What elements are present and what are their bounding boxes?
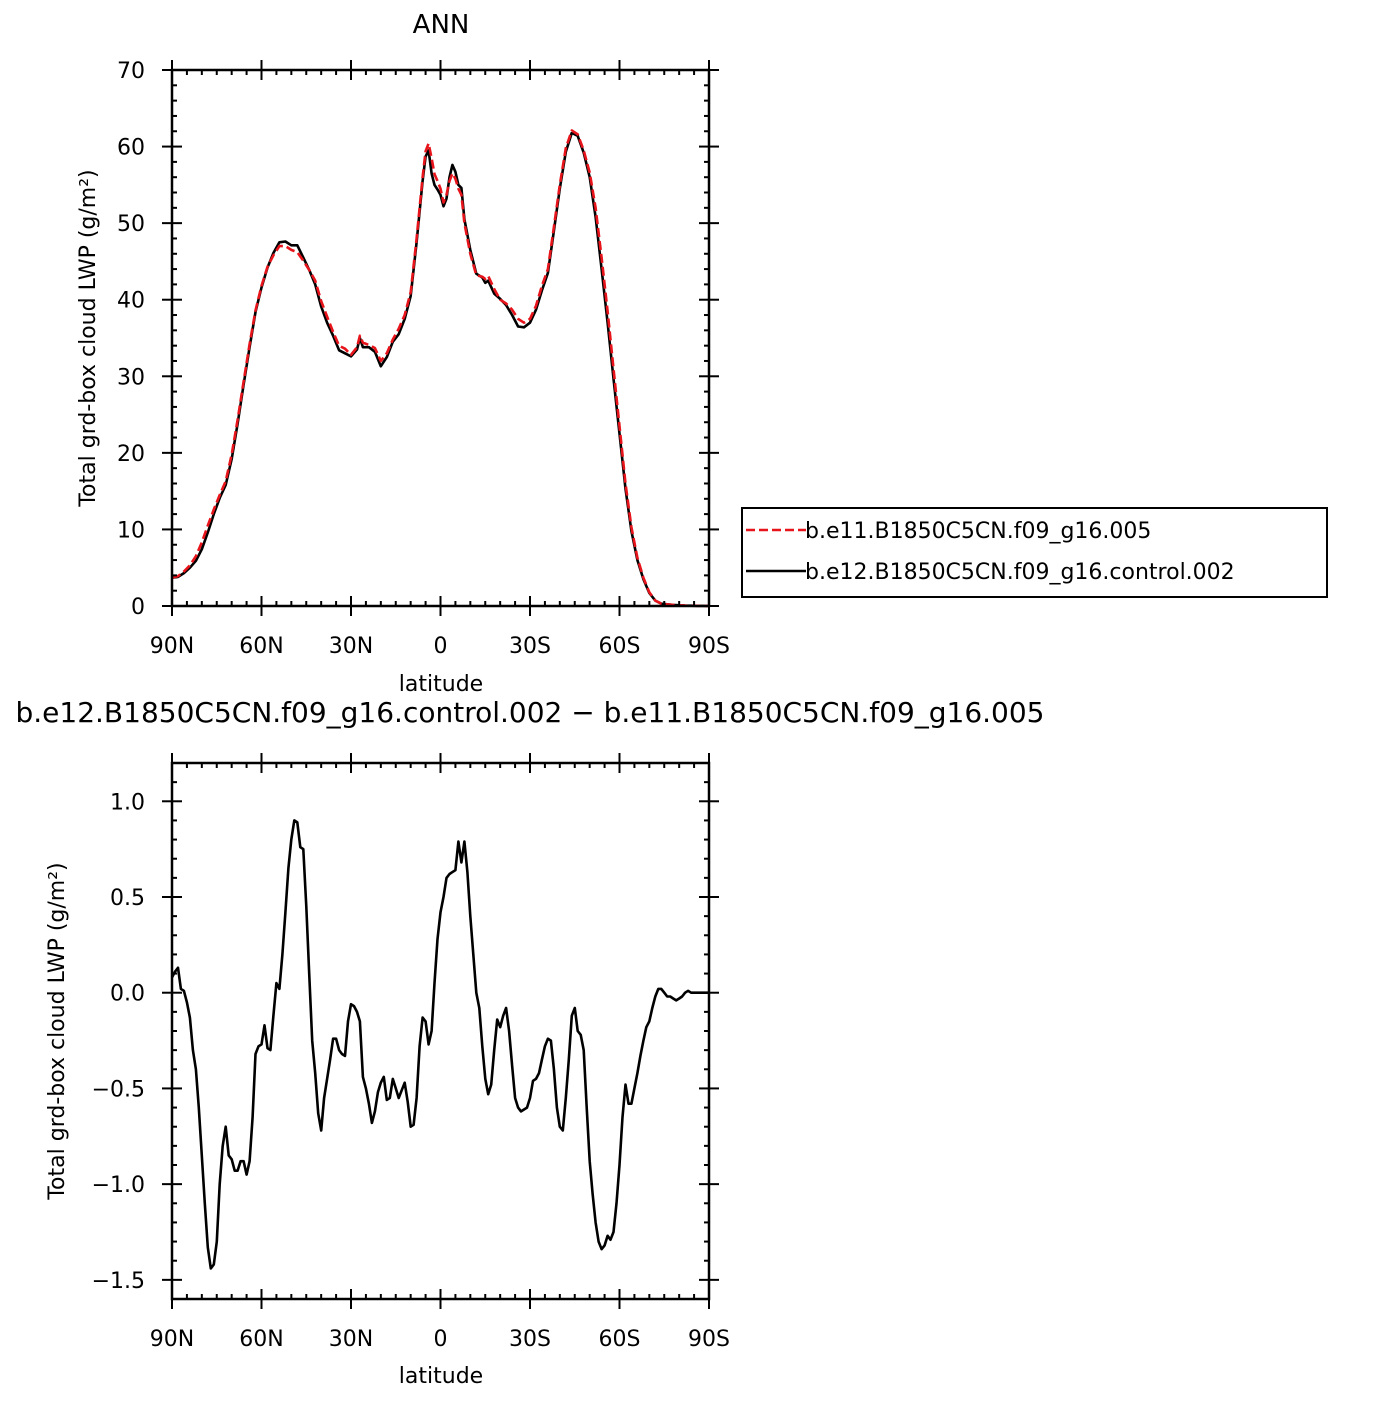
y-tick-label: 0.0	[110, 982, 145, 1007]
legend-label-series-2: b.e12.B1850C5CN.f09_g16.control.002	[805, 560, 1235, 585]
x-tick-label: 0	[434, 634, 448, 659]
x-tick-label: 60N	[239, 1327, 283, 1352]
y-tick-label: −1.0	[92, 1173, 145, 1198]
bottom-x-axis-label: latitude	[399, 1364, 483, 1389]
y-tick-label: 70	[117, 59, 145, 84]
series-line-1	[170, 819, 709, 1270]
legend-label-series-1: b.e11.B1850C5CN.f09_g16.005	[805, 519, 1151, 544]
top-x-axis-label: latitude	[399, 672, 483, 697]
top-plot-frame	[170, 68, 711, 608]
series-line-1	[171, 129, 710, 608]
x-tick-label: 30S	[509, 1327, 551, 1352]
bottom-series-group	[170, 819, 709, 1270]
bottom-panel: b.e12.B1850C5CN.f09_g16.control.002 − b.…	[16, 696, 1045, 1389]
y-tick-label: 40	[117, 289, 145, 314]
bottom-plot-frame	[170, 761, 711, 1301]
x-tick-label: 60N	[239, 634, 283, 659]
top-x-ticks: 90N 60N 30N 0 30S 60S 90S	[150, 60, 730, 659]
top-y-axis-label: Total grd-box cloud LWP (g/m²)	[76, 169, 101, 507]
bottom-chart-title: b.e12.B1850C5CN.f09_g16.control.002 − b.…	[16, 696, 1045, 729]
x-tick-label: 90S	[688, 634, 730, 659]
legend-box	[741, 507, 1328, 598]
y-tick-label: 60	[117, 136, 145, 161]
x-tick-label: 90S	[688, 1327, 730, 1352]
y-tick-label: −1.5	[92, 1269, 145, 1294]
x-tick-label: 60S	[599, 634, 641, 659]
x-tick-label: 30N	[329, 1327, 373, 1352]
x-tick-label: 30N	[329, 634, 373, 659]
y-tick-label: 10	[117, 518, 145, 543]
y-tick-label: 0	[131, 595, 145, 620]
x-tick-label: 0	[434, 1327, 448, 1352]
y-tick-label: 50	[117, 212, 145, 237]
y-tick-label: 0.5	[110, 886, 145, 911]
x-tick-label: 30S	[509, 634, 551, 659]
top-panel: ANN 90N 60N 30N 0 30S 60S 90S 010203040506070 …	[76, 10, 1328, 697]
top-series-group	[171, 129, 710, 608]
x-tick-label: 60S	[599, 1327, 641, 1352]
y-tick-label: 20	[117, 442, 145, 467]
bottom-y-axis-label: Total grd-box cloud LWP (g/m²)	[45, 862, 70, 1200]
bottom-x-ticks: 90N 60N 30N 0 30S 60S 90S	[150, 753, 730, 1352]
x-tick-label: 90N	[150, 1327, 194, 1352]
top-chart-title: ANN	[413, 10, 470, 40]
top-legend: b.e11.B1850C5CN.f09_g16.005 b.e12.B1850C…	[741, 507, 1328, 598]
y-tick-label: −0.5	[92, 1077, 145, 1102]
y-tick-label: 1.0	[110, 790, 145, 815]
y-tick-label: 30	[117, 365, 145, 390]
x-tick-label: 90N	[150, 634, 194, 659]
